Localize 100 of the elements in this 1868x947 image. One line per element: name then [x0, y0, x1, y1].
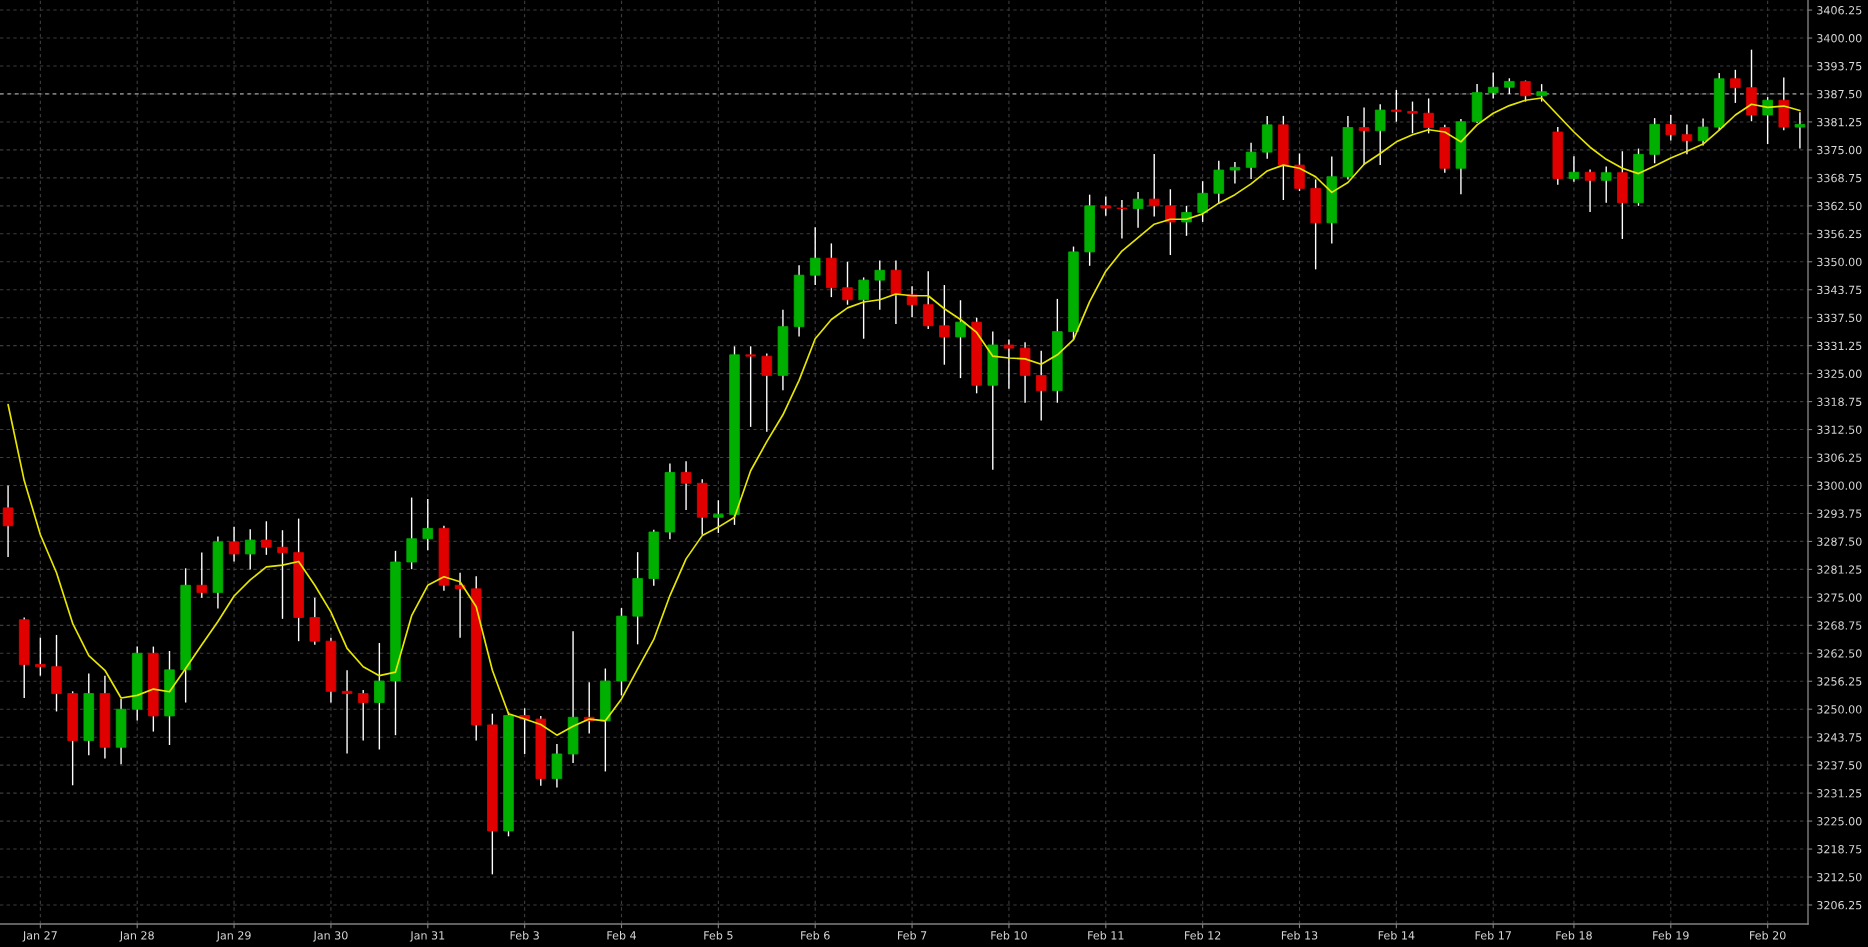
x-tick-label: Feb 4 — [607, 930, 637, 940]
candlestick — [1358, 106, 1370, 166]
candlestick — [1116, 199, 1128, 240]
y-tick-label: 3331.25 — [1817, 341, 1862, 351]
y-tick-label: 3362.50 — [1817, 201, 1862, 211]
candlestick — [680, 460, 692, 511]
candlestick — [228, 525, 240, 563]
candlestick — [357, 689, 369, 742]
y-tick-label: 3375.00 — [1817, 145, 1862, 155]
candlestick — [309, 597, 321, 646]
candlestick — [1665, 114, 1677, 142]
x-tick-label: Jan 28 — [119, 931, 154, 942]
x-tick-label: Feb 5 — [704, 930, 733, 940]
candlestick — [1213, 159, 1225, 204]
candlestick — [1423, 97, 1434, 135]
candlestick — [955, 299, 966, 379]
x-tick-label: Feb 11 — [1088, 930, 1124, 940]
y-tick-label: 3281.25 — [1817, 565, 1862, 574]
candlestick — [1730, 69, 1741, 104]
candlestick — [406, 496, 417, 570]
candlestick — [1762, 96, 1773, 145]
y-tick-label: 3206.25 — [1817, 900, 1862, 910]
candlestick — [1197, 180, 1208, 223]
candlestick — [1584, 168, 1596, 213]
y-tick-label: 3250.00 — [1817, 705, 1862, 714]
candlestick — [1003, 338, 1015, 390]
y-tick-label: 3368.75 — [1817, 173, 1862, 183]
y-tick-label: 3406.25 — [1817, 6, 1862, 15]
y-tick-label: 3243.75 — [1817, 733, 1862, 742]
candlestick — [277, 529, 288, 620]
candlestick — [1229, 161, 1241, 185]
y-tick-label: 3356.25 — [1817, 229, 1862, 239]
candlestick — [1487, 71, 1499, 100]
candlestick — [922, 270, 934, 330]
y-tick-label: 3225.00 — [1817, 817, 1862, 826]
y-tick-label: 3306.25 — [1817, 453, 1862, 462]
x-tick-label: Feb 18 — [1556, 930, 1592, 940]
candlestick — [874, 259, 886, 311]
x-tick-label: Feb 19 — [1653, 930, 1689, 940]
y-tick-label: 3312.50 — [1817, 425, 1862, 434]
candlestick — [1407, 100, 1418, 135]
y-tick-label: 3237.50 — [1817, 761, 1862, 770]
x-tick-label: Feb 12 — [1185, 930, 1221, 940]
y-tick-label: 3381.25 — [1817, 117, 1862, 127]
candlestick — [35, 636, 46, 677]
candlestick — [1568, 155, 1580, 183]
y-tick-label: 3337.50 — [1817, 313, 1862, 323]
x-tick-label: Feb 3 — [510, 930, 539, 940]
y-tick-label: 3231.25 — [1817, 789, 1862, 798]
candlestick — [1681, 123, 1693, 156]
y-tick-label: 3287.50 — [1817, 537, 1862, 546]
y-tick-label: 3268.75 — [1817, 621, 1862, 630]
y-tick-label: 3387.50 — [1817, 89, 1862, 99]
candlestick — [196, 551, 208, 599]
x-tick-label: Feb 10 — [991, 930, 1027, 940]
x-tick-label: Feb 13 — [1281, 930, 1318, 940]
candlestick — [1100, 195, 1112, 217]
x-tick-label: Jan 27 — [22, 931, 57, 942]
candlestick — [244, 528, 256, 571]
y-tick-label: 3393.75 — [1817, 61, 1862, 71]
candlestick — [2, 484, 14, 558]
candlestick — [809, 226, 821, 286]
candlestick — [261, 520, 272, 556]
candlestick — [713, 499, 724, 534]
candlestick — [1148, 153, 1160, 218]
candlestick — [842, 261, 853, 306]
x-tick-label: Feb 20 — [1750, 930, 1786, 940]
candlestick — [1132, 191, 1144, 229]
x-tick-label: Jan 31 — [409, 931, 445, 942]
x-tick-label: Jan 30 — [312, 931, 348, 942]
y-tick-label: 3275.00 — [1817, 593, 1862, 602]
y-tick-label: 3318.75 — [1817, 397, 1862, 406]
candlestick — [858, 276, 869, 340]
candlestick — [341, 669, 353, 755]
candlestick — [1294, 152, 1305, 192]
x-tick-label: Feb 17 — [1475, 930, 1511, 940]
y-tick-label: 3256.25 — [1817, 677, 1862, 686]
y-tick-label: 3262.50 — [1817, 649, 1862, 658]
candlestick — [422, 498, 434, 552]
x-tick-label: Feb 7 — [898, 930, 927, 940]
candlestick — [1391, 89, 1402, 123]
y-tick-label: 3343.75 — [1817, 285, 1862, 295]
y-tick-label: 3218.75 — [1817, 845, 1862, 854]
candlestick — [939, 284, 950, 366]
y-tick-label: 3300.00 — [1817, 481, 1862, 490]
candlestick — [745, 345, 756, 428]
y-tick-label: 3293.75 — [1817, 509, 1862, 518]
candlestick — [374, 642, 385, 751]
y-tick-label: 3325.00 — [1817, 369, 1862, 379]
candlestick — [761, 352, 773, 433]
candlestick — [1035, 350, 1047, 422]
y-tick-label: 3350.00 — [1817, 257, 1862, 267]
y-tick-label: 3212.50 — [1817, 872, 1862, 882]
candlestick — [1794, 111, 1806, 150]
y-tick-label: 3400.00 — [1817, 34, 1862, 43]
x-tick-label: Jan 29 — [216, 931, 251, 942]
candlestick — [1600, 165, 1612, 204]
candlestick — [454, 572, 466, 639]
candlestick — [1374, 103, 1386, 166]
candlestick — [1165, 188, 1176, 256]
